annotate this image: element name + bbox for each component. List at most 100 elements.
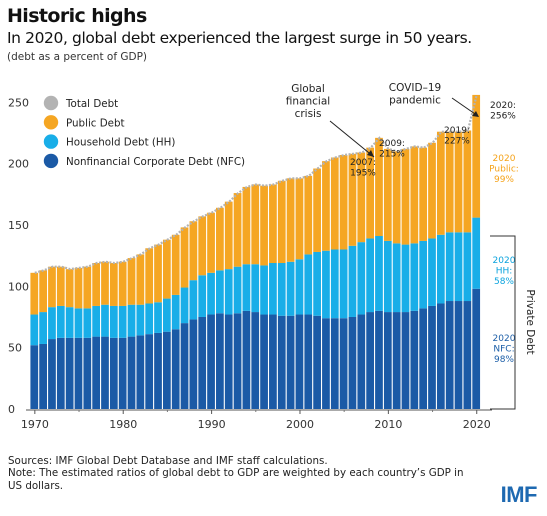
label-nfc-2020: 2020	[493, 334, 516, 344]
bar-nfc-1990	[207, 314, 215, 409]
bar-nfc-2017	[445, 301, 454, 409]
bar-public-1995	[251, 184, 260, 265]
bar-nfc-1997	[269, 314, 277, 409]
bar-public-1996	[260, 185, 268, 266]
bar-household-2009	[375, 236, 383, 311]
bar-public-1981	[127, 258, 136, 305]
y-tick-label: 0	[8, 403, 15, 416]
legend: Total Debt Public Debt Household Debt (HH)…	[43, 95, 245, 169]
chart-subtitle: In 2020, global debt experienced the lar…	[7, 29, 472, 47]
bar-public-2011	[392, 151, 401, 244]
bar-public-1970	[30, 272, 39, 315]
bar-public-2010	[383, 148, 392, 241]
annotation-covid: COVID–19	[389, 82, 441, 94]
bar-household-1976	[83, 308, 92, 338]
legend-label: Household Debt (HH)	[66, 137, 175, 149]
x-tick-label: 1990	[198, 418, 226, 431]
bar-household-1977	[92, 305, 101, 337]
bar-public-1971	[39, 270, 47, 313]
bar-public-1992	[224, 201, 233, 270]
bar-public-1975	[74, 267, 83, 309]
bar-nfc-2012	[401, 312, 410, 409]
bar-household-1970	[30, 314, 39, 346]
bar-nfc-2015	[428, 305, 436, 409]
bar-nfc-2006	[348, 316, 357, 409]
bar-public-1998	[277, 180, 286, 263]
bar-household-2017	[445, 232, 454, 302]
bar-household-1989	[198, 275, 207, 317]
label-2020: 256%	[490, 112, 516, 122]
bar-household-2011	[392, 243, 401, 313]
bar-household-1974	[65, 307, 74, 338]
bar-nfc-1971	[39, 343, 47, 409]
bar-nfc-2008	[366, 312, 375, 409]
bar-nfc-1992	[224, 314, 233, 409]
label-2019: 2019:	[444, 126, 470, 136]
annotation-gfc: crisis	[295, 108, 322, 120]
bar-household-2003	[322, 250, 330, 319]
unit-note: (debt as a percent of GDP)	[7, 51, 148, 63]
bar-nfc-2002	[313, 315, 321, 409]
bar-nfc-2007	[357, 314, 366, 409]
bar-nfc-2019	[463, 301, 472, 409]
bar-nfc-1995	[251, 312, 260, 409]
bar-public-2012	[401, 148, 410, 245]
bar-public-1989	[198, 216, 207, 276]
bar-public-1988	[189, 221, 198, 281]
bar-household-1997	[269, 262, 277, 315]
bar-household-1988	[189, 280, 198, 320]
annotation-covid: pandemic	[389, 95, 441, 107]
bar-public-1979	[109, 262, 118, 306]
label-2007: 2007:	[350, 158, 376, 168]
bar-nfc-2010	[383, 312, 392, 409]
y-tick-label: 150	[8, 219, 29, 232]
label-public-2020: Public:	[489, 165, 519, 175]
bar-household-2002	[313, 251, 321, 316]
bar-household-1981	[127, 304, 136, 337]
axes: 0 50 100 150 200 250 1970 1980 1990 2000 2010 2020	[8, 96, 492, 431]
legend-label: Public Debt	[66, 117, 125, 129]
bar-household-1986	[171, 294, 180, 330]
bar-public-1973	[56, 266, 65, 306]
gfc-arrow-line	[329, 120, 375, 158]
bar-household-2014	[419, 240, 428, 309]
bar-public-1984	[154, 244, 162, 303]
bar-nfc-2011	[392, 312, 401, 409]
y-tick-label: 50	[8, 342, 22, 355]
bar-nfc-1978	[101, 336, 109, 409]
x-tick-label: 1980	[109, 418, 137, 431]
bar-household-2012	[401, 244, 410, 313]
y-tick-label: 250	[8, 96, 29, 109]
bar-household-1980	[118, 305, 127, 338]
bar-nfc-1988	[189, 319, 198, 409]
bar-public-1987	[180, 227, 189, 288]
bar-nfc-2000	[295, 314, 304, 409]
bar-household-2016	[436, 234, 445, 304]
bar-public-1997	[269, 184, 277, 263]
x-tick-label: 2020	[463, 418, 491, 431]
bar-nfc-1981	[127, 336, 136, 409]
y-tick-label: 200	[8, 158, 29, 171]
covid-arrow-line	[451, 97, 479, 117]
bar-household-2018	[454, 232, 463, 302]
bar-household-2004	[330, 249, 339, 319]
bar-public-1983	[145, 248, 154, 304]
bar-nfc-1984	[154, 332, 162, 409]
x-tick-label: 2000	[286, 418, 314, 431]
bar-nfc-1974	[65, 337, 74, 409]
private-debt-label: Private Debt	[524, 289, 536, 354]
bar-nfc-1996	[260, 314, 268, 409]
bar-public-2002	[313, 168, 321, 252]
bar-public-2003	[322, 161, 330, 251]
bar-public-1982	[136, 254, 145, 305]
label-public-2020: 2020	[493, 154, 516, 164]
bar-nfc-2009	[375, 310, 383, 409]
sources-text: Sources: IMF Global Debt Database and IM…	[8, 455, 328, 467]
bar-household-1992	[224, 269, 233, 315]
bar-public-2016	[436, 131, 445, 235]
note-text: Note: The estimated ratios of global deb…	[8, 467, 464, 492]
bar-public-2017	[445, 131, 454, 233]
bar-public-1991	[216, 207, 224, 271]
bar-household-1971	[39, 312, 47, 344]
label-2007: 195%	[350, 169, 376, 179]
